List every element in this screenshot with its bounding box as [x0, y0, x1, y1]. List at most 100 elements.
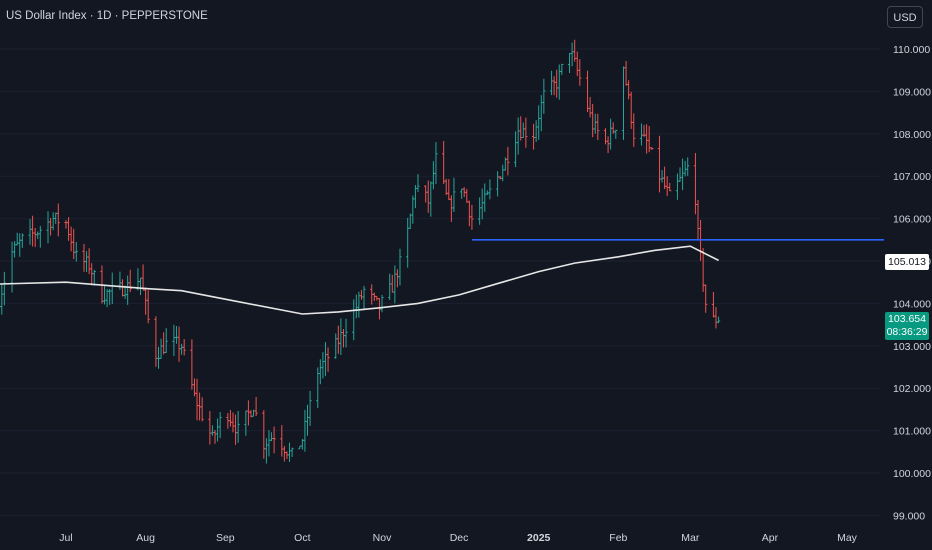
ohlc-bar	[36, 231, 40, 240]
ohlc-bar	[624, 61, 628, 86]
ohlc-bar	[496, 171, 500, 197]
ohlc-bar	[531, 123, 536, 150]
ohlc-bar	[434, 142, 438, 185]
currency-button[interactable]: USD	[887, 6, 923, 28]
ohlc-bar	[411, 195, 415, 224]
ohlc-bar	[262, 410, 266, 459]
ohlc-bar	[38, 225, 42, 248]
y-tick-label: 104.000	[893, 298, 931, 310]
ma-value-tag: 105.013	[885, 254, 929, 270]
ohlc-bar	[639, 123, 644, 146]
y-tick-label: 103.000	[893, 341, 931, 353]
ohlc-bar	[190, 339, 194, 390]
ohlc-bar	[406, 217, 410, 268]
ohlc-bar	[213, 429, 217, 444]
ohlc-bar	[516, 117, 520, 155]
ohlc-bar	[680, 158, 685, 191]
ohlc-bar	[388, 273, 392, 301]
ohlc-bar	[519, 116, 523, 141]
grid-lines	[0, 48, 880, 516]
ohlc-bar	[593, 113, 597, 134]
ohlc-bar	[552, 76, 556, 96]
ohlc-bar	[506, 146, 510, 176]
ohlc-bar	[408, 213, 412, 229]
ohlc-bar	[120, 279, 125, 297]
ohlc-bar	[200, 397, 204, 422]
ohlc-bar	[704, 284, 708, 313]
ohlc-bar	[336, 325, 340, 354]
ohlc-bar	[323, 342, 328, 377]
ohlc-bar	[141, 264, 145, 291]
ohlc-bar	[174, 326, 179, 344]
ohlc-bar	[711, 291, 716, 318]
x-tick-label: 2025	[527, 532, 551, 544]
ohlc-bar	[606, 136, 610, 154]
ohlc-bar	[429, 181, 433, 217]
ohlc-bar	[13, 241, 17, 258]
ohlc-bar	[326, 347, 330, 372]
ohlc-bar	[614, 129, 618, 139]
ohlc-bar	[246, 400, 251, 426]
ohlc-bar	[290, 447, 294, 457]
ohlc-bar	[287, 442, 292, 463]
ohlc-bar	[449, 195, 453, 222]
ohlc-bar	[480, 188, 484, 220]
ohlc-bar	[128, 269, 132, 293]
y-tick-label: 101.000	[893, 426, 931, 438]
ohlc-bar	[272, 426, 276, 454]
ohlc-bar	[182, 339, 186, 356]
countdown-timer: 08:36:29	[886, 326, 928, 338]
ohlc-bar	[416, 174, 420, 192]
ohlc-bar	[431, 161, 435, 190]
ohlc-bar	[588, 96, 592, 118]
ohlc-bar	[136, 268, 140, 291]
y-tick-label: 100.000	[893, 468, 931, 480]
y-tick-label: 102.000	[893, 383, 931, 395]
ohlc-bar	[539, 95, 543, 132]
ohlc-bar	[177, 326, 181, 362]
ohlc-bar	[2, 271, 6, 306]
ohlc-bar	[264, 438, 268, 464]
ohlc-bar	[28, 219, 32, 245]
ohlc-bar	[156, 346, 161, 369]
ohlc-bar	[570, 42, 574, 67]
ohlc-bar	[560, 63, 564, 75]
y-tick-label: 109.000	[893, 86, 931, 98]
ohlc-bar	[280, 425, 284, 457]
price-axis[interactable]: 110.000109.000108.000107.000106.000105.0…	[893, 44, 931, 522]
x-tick-label: Aug	[136, 532, 155, 544]
ohlc-bar	[424, 185, 428, 203]
ohlc-bar	[282, 445, 286, 462]
ohlc-bar	[352, 299, 356, 341]
x-tick-label: May	[837, 532, 858, 544]
time-axis[interactable]: Jul Aug Sep Oct Nov Dec 2025 Feb Mar Apr May	[59, 532, 857, 544]
ohlc-bar	[318, 359, 322, 385]
ohlc-bar	[596, 113, 600, 141]
ohlc-bar	[534, 120, 538, 142]
ohlc-bar	[683, 160, 687, 177]
ohlc-bar	[10, 241, 14, 293]
x-tick-label: Dec	[450, 532, 469, 544]
ohlc-bar	[51, 212, 55, 231]
ohlc-bar	[162, 332, 166, 355]
ohlc-bar	[228, 409, 233, 427]
ohlc-bar	[172, 324, 176, 357]
ohlc-bar	[621, 66, 626, 140]
ohlc-bar	[678, 167, 682, 182]
ohlc-bar	[716, 316, 721, 324]
ohlc-bar	[629, 91, 633, 129]
ohlc-bar	[575, 51, 579, 77]
ohlc-bar	[20, 233, 24, 248]
ohlc-bar	[305, 404, 310, 436]
ohlc-bar	[591, 103, 595, 138]
ohlc-bar	[380, 294, 384, 313]
x-tick-label: Sep	[216, 532, 235, 544]
ohlc-bar	[69, 226, 73, 252]
ohlc-bar	[359, 289, 364, 300]
ohlc-bar	[488, 179, 492, 200]
ohlc-bar	[693, 152, 698, 215]
x-tick-label: Oct	[294, 532, 310, 544]
ohlc-bar	[478, 197, 482, 225]
ohlc-bar	[393, 265, 397, 304]
